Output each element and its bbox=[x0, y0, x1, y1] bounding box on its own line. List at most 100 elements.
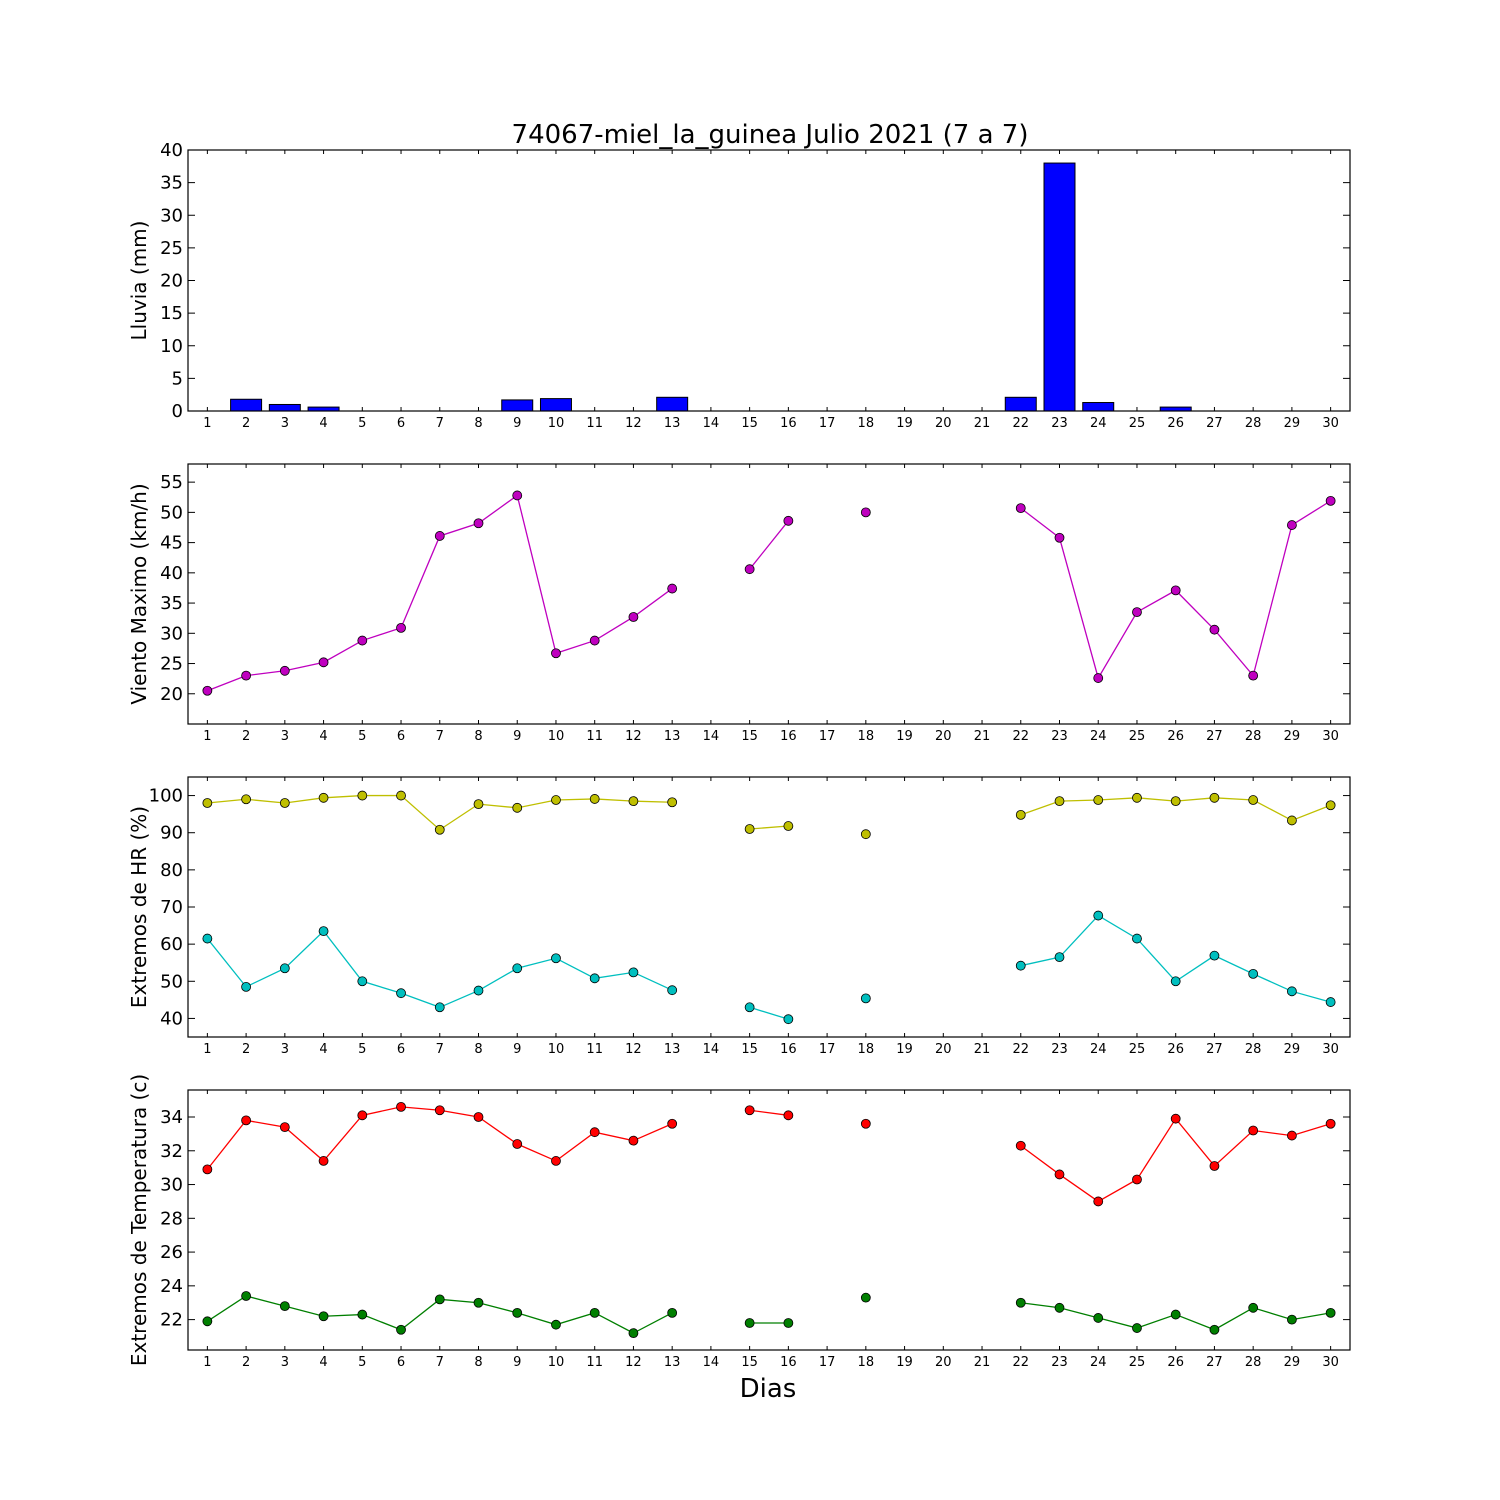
x-tick-label: 24 bbox=[1090, 1355, 1107, 1370]
y-tick-label: 40 bbox=[160, 1008, 183, 1029]
data-point bbox=[202, 1316, 213, 1327]
x-tick-label: 4 bbox=[319, 729, 327, 744]
data-point bbox=[551, 648, 561, 659]
x-tick-label: 27 bbox=[1206, 1355, 1223, 1370]
x-tick-label: 30 bbox=[1322, 1042, 1339, 1057]
data-point bbox=[1209, 792, 1220, 803]
x-tick-label: 6 bbox=[397, 729, 405, 744]
y-tick-label: 30 bbox=[160, 1175, 183, 1196]
data-point bbox=[667, 797, 678, 808]
y-tick-label: 22 bbox=[160, 1310, 183, 1331]
data-point bbox=[318, 792, 329, 803]
x-tick-label: 1 bbox=[203, 1042, 211, 1057]
x-tick-label: 20 bbox=[935, 729, 952, 744]
x-tick-label: 19 bbox=[896, 1042, 913, 1057]
series-line bbox=[749, 520, 789, 570]
x-tick-label: 22 bbox=[1012, 729, 1029, 744]
y-tick-label: 24 bbox=[160, 1276, 183, 1297]
x-tick-label: 18 bbox=[858, 416, 875, 431]
data-point bbox=[1287, 986, 1297, 997]
data-point bbox=[1287, 520, 1297, 530]
data-point bbox=[396, 988, 406, 999]
x-tick-label: 6 bbox=[397, 1042, 405, 1057]
data-point bbox=[783, 821, 794, 831]
x-tick-label: 10 bbox=[548, 729, 565, 744]
data-point bbox=[396, 1324, 406, 1335]
data-point bbox=[860, 993, 871, 1004]
x-tick-label: 28 bbox=[1245, 1355, 1262, 1370]
y-tick-label: 25 bbox=[160, 654, 183, 675]
data-point bbox=[279, 798, 290, 808]
data-point bbox=[667, 985, 678, 996]
data-point bbox=[1325, 800, 1336, 811]
y-tick-label: 0 bbox=[172, 401, 183, 422]
data-point bbox=[744, 1002, 755, 1013]
data-point bbox=[396, 790, 406, 801]
x-tick-label: 18 bbox=[858, 1042, 875, 1057]
x-tick-label: 20 bbox=[935, 1042, 952, 1057]
data-point bbox=[667, 1307, 678, 1318]
x-tick-label: 30 bbox=[1322, 729, 1339, 744]
x-tick-label: 7 bbox=[436, 1355, 444, 1370]
y-tick-label: 26 bbox=[160, 1242, 183, 1263]
data-point bbox=[473, 518, 484, 529]
panel-3: 1 2 3 4 5 6 7 8 9 10 11 12 13 14 15 16 17 18 19 20 21 22 23 24 2… bbox=[127, 776, 1351, 1057]
panel-4: 1 2 3 4 5 6 7 8 9 10 11 12 13 14 15 16 17 18 19 20 21 22 23 24 2… bbox=[127, 1074, 1351, 1370]
x-tick-label: 7 bbox=[436, 1042, 444, 1057]
data-point bbox=[434, 1002, 445, 1013]
x-tick-label: 16 bbox=[780, 729, 797, 744]
x-tick-label: 17 bbox=[819, 1042, 836, 1057]
x-tick-label: 16 bbox=[780, 1355, 797, 1370]
rain-bar bbox=[501, 399, 534, 412]
panel-1: 1 2 3 4 5 6 7 8 9 10 11 12 13 14 15 16 17 18 19 20 21 22 23 24 2… bbox=[127, 140, 1351, 431]
data-point bbox=[589, 635, 600, 646]
x-tick-label: 14 bbox=[703, 1042, 720, 1057]
data-point bbox=[473, 799, 484, 810]
x-tick-label: 9 bbox=[513, 729, 521, 744]
x-tick-label: 2 bbox=[242, 1355, 250, 1370]
data-point bbox=[628, 796, 639, 807]
x-tick-label: 21 bbox=[974, 729, 991, 744]
x-tick-label: 17 bbox=[819, 729, 836, 744]
data-point bbox=[1054, 1302, 1065, 1313]
x-tick-label: 15 bbox=[741, 1355, 758, 1370]
x-tick-label: 21 bbox=[974, 1042, 991, 1057]
data-point bbox=[589, 1127, 600, 1138]
data-point bbox=[434, 531, 445, 541]
data-point bbox=[1132, 1323, 1142, 1333]
y-tick-label: 50 bbox=[160, 502, 183, 523]
data-point bbox=[1287, 815, 1297, 826]
x-tick-label: 30 bbox=[1322, 1355, 1339, 1370]
data-point bbox=[1325, 495, 1336, 506]
data-point bbox=[202, 933, 213, 944]
x-tick-label: 4 bbox=[319, 416, 327, 431]
rain-bar bbox=[1082, 402, 1115, 412]
x-tick-label: 29 bbox=[1284, 1042, 1301, 1057]
data-point bbox=[744, 824, 755, 834]
x-tick-label: 21 bbox=[974, 416, 991, 431]
data-point bbox=[628, 612, 639, 622]
data-point bbox=[512, 490, 523, 501]
x-tick-label: 18 bbox=[858, 1355, 875, 1370]
data-point bbox=[1132, 607, 1142, 618]
data-point bbox=[279, 1301, 290, 1312]
data-point bbox=[551, 795, 561, 805]
y-tick-label: 10 bbox=[160, 336, 183, 357]
plot-frame bbox=[187, 776, 1351, 1038]
x-tick-label: 24 bbox=[1090, 416, 1107, 431]
rain-bar bbox=[1043, 162, 1076, 412]
data-point bbox=[1054, 532, 1065, 543]
x-tick-label: 26 bbox=[1167, 1042, 1184, 1057]
y-tick-label: 35 bbox=[160, 173, 183, 194]
data-point bbox=[279, 1122, 290, 1133]
data-point bbox=[357, 976, 368, 987]
x-tick-label: 2 bbox=[242, 729, 250, 744]
data-point bbox=[357, 635, 368, 646]
data-point bbox=[512, 963, 523, 974]
data-point bbox=[1093, 1313, 1104, 1323]
data-point bbox=[1015, 960, 1026, 971]
x-tick-label: 23 bbox=[1051, 729, 1068, 744]
x-tick-label: 22 bbox=[1012, 1355, 1029, 1370]
data-point bbox=[396, 1101, 406, 1112]
data-point bbox=[318, 1156, 329, 1166]
